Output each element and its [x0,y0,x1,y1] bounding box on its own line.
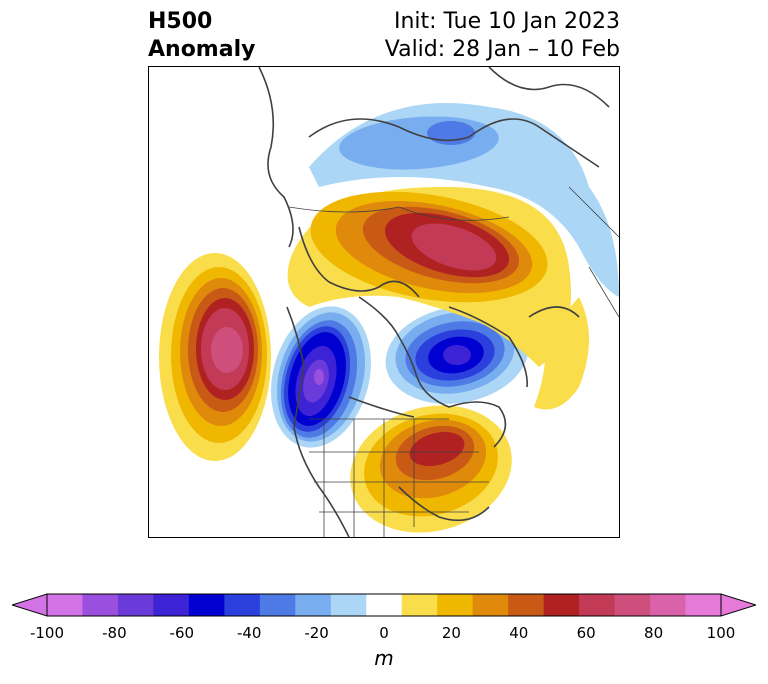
colorbar-tick: -20 [304,624,329,642]
colorbar-swatch [366,594,403,616]
colorbar-tick-labels: -100 -80 -60 -40 -20 0 20 40 60 80 100 [0,624,768,644]
title-line-1: H500 [148,9,213,34]
init-time: Init: Tue 10 Jan 2023 [393,9,620,34]
colorbar-under-arrow [12,593,48,617]
colorbar-swatch [82,594,119,616]
colorbar-swatch [650,594,687,616]
colorbar [12,593,756,617]
colorbar-swatch [259,594,296,616]
colorbar-tick: -40 [236,624,262,642]
coastlines [258,67,610,537]
colorbar-swatch [188,594,225,616]
anomaly-ridge-ne-pacific [159,253,271,461]
anomaly-trough-west-us [271,306,371,448]
anomaly-trough-atlantic [385,306,529,404]
colorbar-over-arrow [720,593,756,617]
colorbar-swatch [330,594,367,616]
colorbar-swatch [224,594,261,616]
colorbar-swatch [543,594,580,616]
colorbar-swatch [437,594,474,616]
colorbar-swatch [685,594,722,616]
colorbar-swatch [153,594,190,616]
anomaly-ridge-east-us [350,405,512,533]
colorbar-swatch [579,594,616,616]
colorbar-swatch [401,594,438,616]
anomaly-trough-asia [309,103,619,297]
colorbar-swatch [472,594,509,616]
colorbar-tick: 60 [576,624,596,642]
colorbar-tick: 80 [644,624,664,642]
map-svg [159,67,619,537]
chart-title: H500 Anomaly [148,8,255,64]
colorbar-tick: 40 [509,624,529,642]
colorbar-swatch [295,594,332,616]
colorbar-swatch [614,594,651,616]
colorbar-tick: 100 [706,624,736,642]
title-line-2: Anomaly [148,37,256,62]
anomaly-map [148,66,620,538]
colorbar-tick: 20 [441,624,461,642]
colorbar-swatch [508,594,545,616]
colorbar-tick: -80 [102,624,127,642]
colorbar-border [46,593,722,617]
valid-period: Valid: 28 Jan – 10 Feb [384,37,620,62]
colorbar-swatch [117,594,154,616]
colorbar-tick: -100 [29,624,65,642]
anomaly-ridge-arctic [287,186,589,410]
colorbar-swatch [47,594,83,616]
colorbar-tick: 0 [379,624,389,642]
run-info: Init: Tue 10 Jan 2023 Valid: 28 Jan – 10… [385,8,620,64]
colorbar-tick: -60 [169,624,195,642]
political-borders [288,186,619,537]
colorbar-unit-label: m [374,646,394,670]
